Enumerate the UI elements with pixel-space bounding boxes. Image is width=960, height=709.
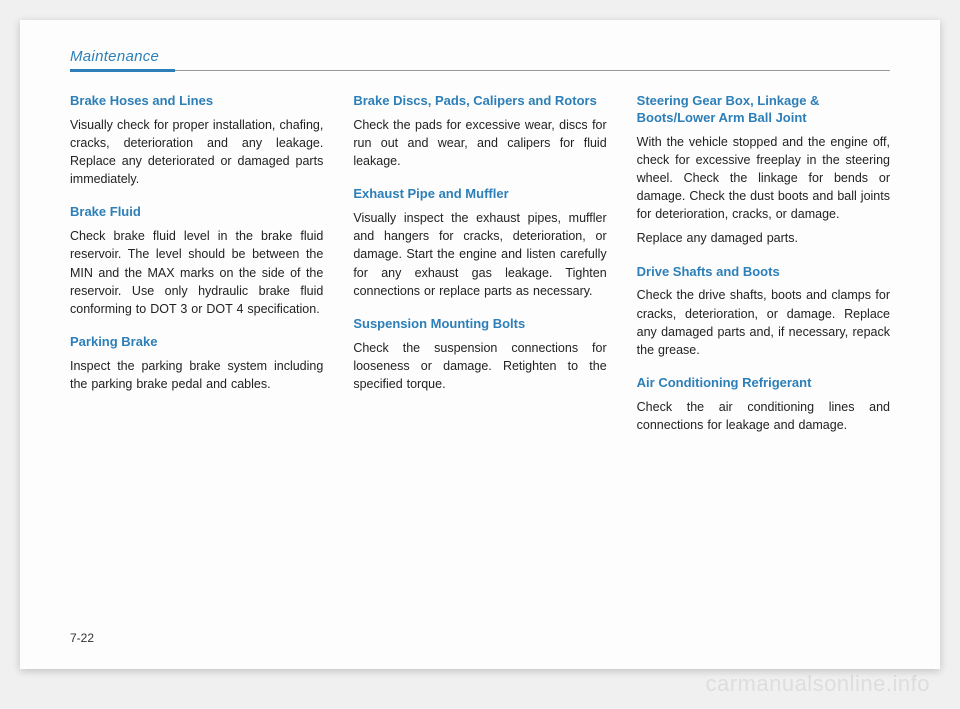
- text-brake-hoses: Visually check for proper installation, …: [70, 116, 323, 189]
- title-drive-shafts: Drive Shafts and Boots: [637, 264, 890, 281]
- text-steering-2: Replace any damaged parts.: [637, 229, 890, 247]
- text-exhaust: Visually inspect the exhaust pipes, muff…: [353, 209, 606, 300]
- title-ac-refrigerant: Air Conditioning Refrigerant: [637, 375, 890, 392]
- section-heading: Maintenance: [70, 48, 159, 67]
- text-parking-brake: Inspect the parking brake system includi…: [70, 357, 323, 393]
- divider-grey: [70, 70, 890, 71]
- text-steering-1: With the vehicle stopped and the engine …: [637, 133, 890, 224]
- watermark: carmanualsonline.info: [705, 671, 930, 697]
- title-exhaust: Exhaust Pipe and Muffler: [353, 186, 606, 203]
- text-brake-fluid: Check brake fluid level in the brake flu…: [70, 227, 323, 318]
- column-2: Brake Discs, Pads, Calipers and Rotors C…: [353, 93, 606, 450]
- text-drive-shafts: Check the drive shafts, boots and clamps…: [637, 286, 890, 359]
- column-1: Brake Hoses and Lines Visually check for…: [70, 93, 323, 450]
- title-brake-hoses: Brake Hoses and Lines: [70, 93, 323, 110]
- title-brake-discs: Brake Discs, Pads, Calipers and Rotors: [353, 93, 606, 110]
- text-brake-discs: Check the pads for excessive wear, discs…: [353, 116, 606, 170]
- text-suspension: Check the suspension connections for loo…: [353, 339, 606, 393]
- manual-page: Maintenance Brake Hoses and Lines Visual…: [20, 20, 940, 669]
- content-columns: Brake Hoses and Lines Visually check for…: [70, 93, 890, 450]
- title-brake-fluid: Brake Fluid: [70, 204, 323, 221]
- title-parking-brake: Parking Brake: [70, 334, 323, 351]
- title-steering: Steering Gear Box, Linkage & Boots/Lower…: [637, 93, 890, 127]
- title-suspension: Suspension Mounting Bolts: [353, 316, 606, 333]
- text-ac-refrigerant: Check the air conditioning lines and con…: [637, 398, 890, 434]
- page-header: Maintenance: [70, 48, 890, 67]
- divider-accent: [70, 69, 175, 72]
- page-number: 7-22: [70, 631, 94, 645]
- column-3: Steering Gear Box, Linkage & Boots/Lower…: [637, 93, 890, 450]
